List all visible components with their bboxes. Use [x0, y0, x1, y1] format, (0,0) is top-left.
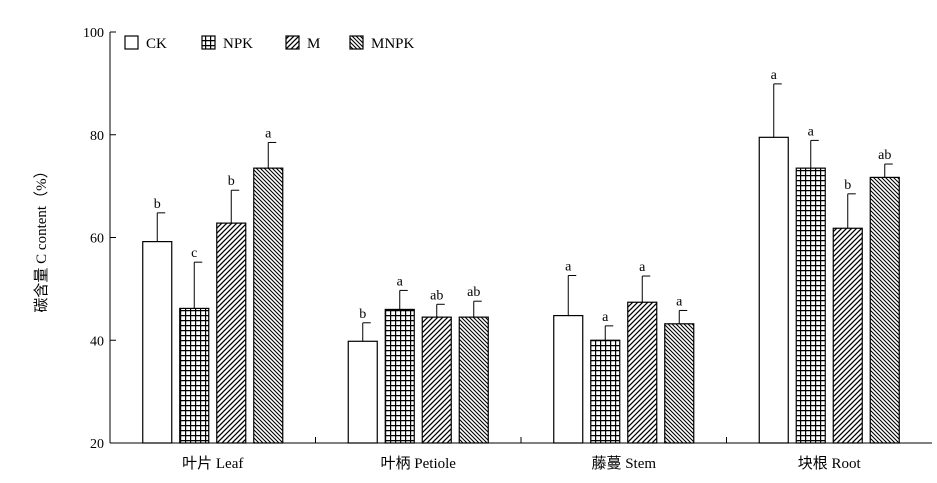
- legend-label-npk: NPK: [223, 36, 253, 52]
- significance-label: a: [676, 294, 683, 309]
- bar-m: [832, 227, 863, 444]
- significance-label: b: [228, 174, 235, 189]
- bar-npk: [795, 167, 826, 444]
- bar-npk: [590, 339, 621, 444]
- significance-label: a: [602, 310, 609, 325]
- significance-label: a: [808, 124, 815, 139]
- bar-mnpk: [869, 176, 900, 444]
- legend-swatch-ck: [124, 35, 139, 50]
- significance-label: a: [771, 68, 778, 83]
- x-tick-label: 块根 Root: [798, 455, 862, 472]
- significance-label: c: [191, 246, 197, 261]
- y-tick-label: 80: [90, 129, 104, 144]
- bar-mnpk: [253, 167, 284, 444]
- bar-mnpk: [664, 323, 695, 444]
- legend-swatch-m: [285, 35, 300, 50]
- significance-label: b: [844, 178, 851, 193]
- significance-label: ab: [878, 148, 891, 163]
- significance-label: a: [397, 274, 404, 289]
- bar-ck: [553, 314, 584, 444]
- significance-label: b: [359, 307, 366, 322]
- bar-ck: [758, 136, 789, 444]
- bar-npk: [384, 308, 415, 444]
- bar-npk: [179, 307, 210, 444]
- y-tick-label: 100: [83, 26, 104, 41]
- y-tick-label: 20: [90, 437, 104, 452]
- y-axis-title: 碳含量 C content（%）: [33, 163, 50, 312]
- x-tick-label: 叶柄 Petiole: [381, 455, 457, 472]
- y-tick-label: 40: [90, 334, 104, 349]
- legend: CK NPK M MNPK: [124, 35, 415, 52]
- significance-label: ab: [430, 288, 443, 303]
- bar-ck: [347, 340, 378, 444]
- x-tick-label: 叶片 Leaf: [182, 455, 243, 472]
- legend-label-mnpk: MNPK: [371, 36, 415, 52]
- bar-m: [421, 316, 452, 444]
- x-tick-label: 藤蔓 Stem: [591, 455, 656, 472]
- significance-label: b: [154, 197, 161, 212]
- legend-label-m: M: [307, 36, 320, 52]
- y-tick-label: 60: [90, 232, 104, 247]
- legend-swatch-npk: [201, 35, 216, 50]
- bar-mnpk: [458, 316, 489, 444]
- significance-label: ab: [467, 285, 480, 300]
- bar-m: [627, 301, 658, 444]
- bar-m: [216, 222, 247, 444]
- legend-swatch-mnpk: [349, 35, 364, 50]
- bar-ck: [142, 241, 173, 444]
- legend-label-ck: CK: [146, 36, 167, 52]
- significance-label: a: [265, 126, 272, 141]
- axes: 20 40 60 80 100 叶片 Leaf 叶柄 Petiole 藤蔓 Stem 块根 Ro…: [83, 26, 932, 472]
- significance-label: a: [565, 260, 572, 275]
- significance-label: a: [639, 260, 646, 275]
